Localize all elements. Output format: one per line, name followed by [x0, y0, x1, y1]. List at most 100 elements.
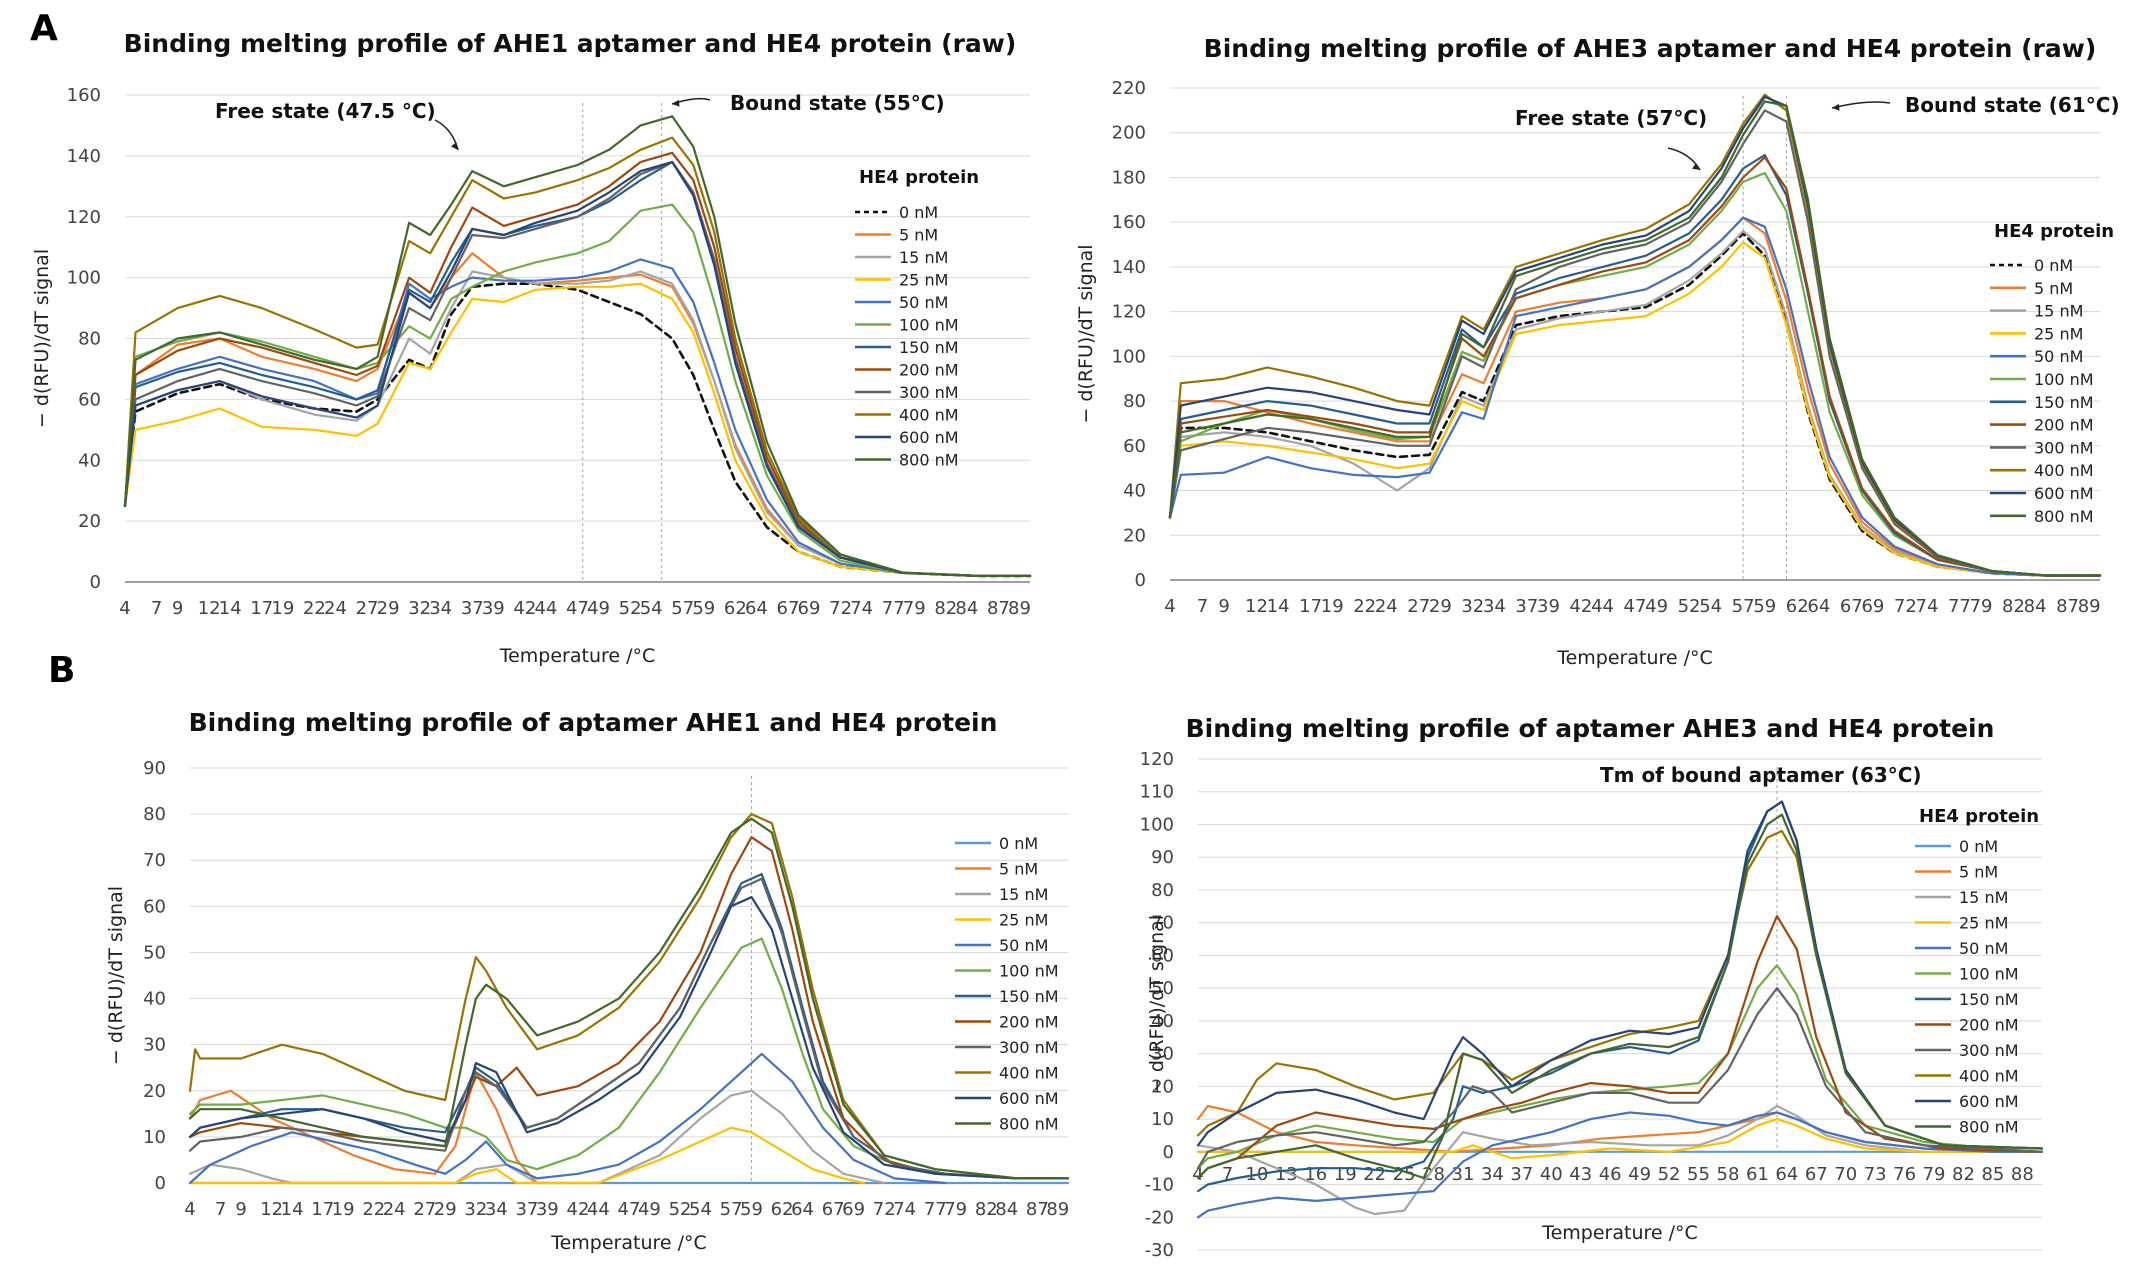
series-line-800-nm	[188, 817, 1070, 1180]
legend-label-100-nm: 100 nM	[1959, 965, 2019, 984]
legend-label-15-nm: 15 nM	[1959, 888, 2008, 907]
panel-label-b: B	[48, 650, 75, 691]
x-tick-label: 87	[1026, 1199, 1049, 1220]
x-tick-label: 62	[1786, 596, 1809, 617]
x-tick-label: 42	[1569, 596, 1592, 617]
x-tick-label: 72	[829, 598, 852, 619]
x-tick-label: 19	[1334, 1164, 1357, 1185]
annotation: Tm of bound aptamer (63°C)	[1600, 763, 1922, 787]
legend-label-0-nm: 0 nM	[899, 203, 938, 222]
x-tick-label: 84	[2024, 596, 2047, 617]
y-tick-label: 120	[1140, 749, 1174, 770]
legend-label-25-nm: 25 nM	[899, 271, 948, 290]
x-tick-label: 52	[619, 598, 642, 619]
x-tick-label: 14	[219, 598, 242, 619]
legend-label-15-nm: 15 nM	[999, 885, 1048, 904]
legend-label-600-nm: 600 nM	[2034, 484, 2094, 503]
x-tick-label: 4	[1192, 1164, 1203, 1185]
x-axis-title: Temperature /°C	[1541, 1222, 1698, 1244]
legend-label-5-nm: 5 nM	[899, 226, 938, 245]
series-line-600-nm	[123, 160, 1032, 578]
x-tick-label: 27	[413, 1199, 436, 1220]
x-tick-label: 42	[513, 598, 536, 619]
series-line-400-nm	[1168, 93, 2102, 577]
x-tick-label: 67	[822, 1199, 845, 1220]
chart-ahe1-raw: Binding melting profile of AHE1 aptamer …	[31, 29, 1032, 667]
x-axis-title: Temperature /°C	[550, 1232, 707, 1254]
chart-title: Binding melting profile of AHE1 aptamer …	[124, 29, 1017, 58]
y-tick-label: 220	[1112, 78, 1146, 99]
series-line-100-nm	[1168, 171, 2102, 577]
chart-title: Binding melting profile of aptamer AHE1 …	[189, 708, 998, 737]
x-tick-label: 9	[1218, 596, 1229, 617]
x-tick-label: 49	[1628, 1164, 1651, 1185]
x-tick-label: 7	[1197, 596, 1208, 617]
x-tick-label: 12	[260, 1199, 283, 1220]
series-line-600-nm	[188, 895, 1070, 1180]
legend-label-5-nm: 5 nM	[2034, 279, 2073, 298]
x-tick-label: 72	[873, 1199, 896, 1220]
x-tick-label: 77	[882, 598, 905, 619]
series-line-25-nm	[1196, 1117, 2044, 1160]
annotation: Bound state (55°C)	[730, 91, 945, 115]
series-line-50-nm	[1168, 216, 2102, 577]
legend-label-0-nm: 0 nM	[1959, 837, 1998, 856]
y-tick-label: 100	[1140, 814, 1174, 835]
legend-label-5-nm: 5 nM	[1959, 863, 1998, 882]
x-tick-label: 52	[669, 1199, 692, 1220]
x-tick-label: 14	[281, 1199, 304, 1220]
y-tick-label: 200	[1112, 123, 1146, 144]
x-tick-label: 39	[1537, 596, 1560, 617]
y-tick-label: 0	[90, 572, 101, 593]
x-tick-label: 88	[2011, 1164, 2034, 1185]
x-tick-label: 67	[1805, 1164, 1828, 1185]
x-tick-label: 57	[671, 598, 694, 619]
series-line-800-nm	[1196, 813, 2044, 1180]
x-tick-label: 69	[842, 1199, 865, 1220]
series-line-200-nm	[1168, 156, 2102, 577]
x-tick-label: 37	[1515, 596, 1538, 617]
x-tick-label: 49	[1645, 596, 1668, 617]
y-tick-label: 80	[78, 329, 101, 350]
x-tick-label: 67	[777, 598, 800, 619]
x-tick-label: 27	[356, 598, 379, 619]
legend-label-400-nm: 400 nM	[2034, 461, 2094, 480]
y-tick-label: -30	[1145, 1240, 1174, 1261]
x-tick-label: 34	[1481, 1164, 1504, 1185]
y-tick-label: 80	[1151, 880, 1174, 901]
x-tick-label: 29	[1429, 596, 1452, 617]
legend-label-25-nm: 25 nM	[2034, 324, 2083, 343]
series-line-300-nm	[188, 877, 1070, 1180]
x-tick-label: 59	[692, 598, 715, 619]
legend-label-50-nm: 50 nM	[999, 936, 1048, 955]
y-tick-label: 160	[67, 85, 101, 106]
series-line-200-nm	[123, 151, 1032, 578]
x-tick-label: 82	[975, 1199, 998, 1220]
y-axis-title: − d(RFU)/dT signal	[105, 886, 127, 1065]
x-tick-label: 19	[1321, 596, 1344, 617]
x-tick-label: 74	[893, 1199, 916, 1220]
x-tick-label: 34	[1483, 596, 1506, 617]
x-tick-label: 14	[1267, 596, 1290, 617]
x-tick-label: 52	[1678, 596, 1701, 617]
x-tick-label: 79	[1970, 596, 1993, 617]
chart-title: Binding melting profile of AHE3 aptamer …	[1204, 34, 2097, 63]
legend-label-200-nm: 200 nM	[999, 1013, 1059, 1032]
chart-ahe1-binding: Binding melting profile of aptamer AHE1 …	[105, 708, 1069, 1254]
legend-title: HE4 protein	[1994, 221, 2114, 242]
legend-label-15-nm: 15 nM	[899, 248, 948, 267]
x-tick-label: 64	[745, 598, 768, 619]
legend-label-200-nm: 200 nM	[2034, 416, 2094, 435]
x-tick-label: 82	[934, 598, 957, 619]
x-tick-label: 32	[464, 1199, 487, 1220]
x-tick-label: 79	[944, 1199, 967, 1220]
series-line-200-nm	[1196, 914, 2044, 1180]
series-line-600-nm	[1168, 95, 2102, 577]
x-axis-title: Temperature /°C	[499, 645, 656, 667]
x-tick-label: 39	[482, 598, 505, 619]
annotation-arrowhead	[1692, 163, 1700, 170]
series-line-600-nm	[1196, 800, 2044, 1150]
x-tick-label: 73	[1864, 1164, 1887, 1185]
series-line-5-nm	[1168, 216, 2102, 577]
y-tick-label: 10	[1151, 1109, 1174, 1130]
